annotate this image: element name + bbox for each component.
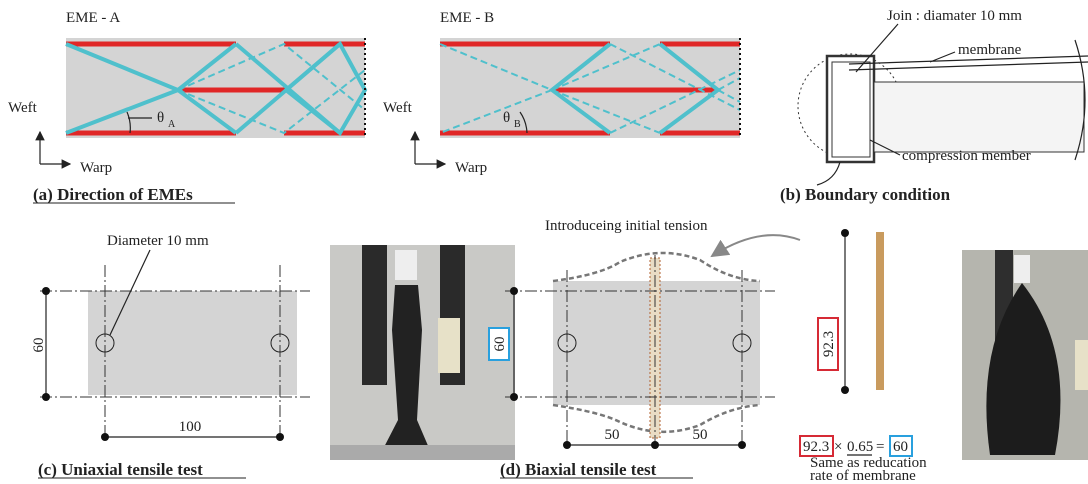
label: 60 — [893, 439, 908, 455]
label: 100 — [179, 419, 202, 435]
label: A — [168, 119, 176, 130]
label: Introduceing initial tension — [545, 218, 708, 234]
uniaxial-diagram-circle — [42, 393, 50, 401]
biaxial-photo-rect — [1075, 340, 1088, 390]
biaxial-diagram-rect — [876, 232, 884, 390]
label: (a) Direction of EMEs — [33, 185, 193, 204]
label: 0.65 — [847, 439, 873, 455]
label: Weft — [8, 100, 38, 116]
uniaxial-photo-rect — [330, 445, 515, 460]
eme-b-diagram: EME - B θ B Weft Warp — [383, 10, 740, 176]
label: θ — [503, 110, 510, 126]
uniaxial-photo-rect — [330, 245, 515, 460]
biaxial-diagram-circle — [841, 229, 849, 237]
label: 92.3 — [821, 331, 837, 357]
label: 50 — [605, 427, 620, 443]
label: compression member — [902, 148, 1031, 164]
label: Weft — [383, 100, 413, 116]
uniaxial-photo-rect — [362, 245, 387, 385]
biaxial-diagram-circle — [841, 386, 849, 394]
label: 92.3 — [803, 439, 829, 455]
label: (d) Biaxial tensile test — [500, 460, 657, 479]
label: rate of membrane — [810, 468, 916, 484]
uniaxial-photo — [330, 245, 515, 460]
label: (b) Boundary condition — [780, 185, 951, 204]
boundary-diagram: Join : diamater 10 mm membrane compressi… — [798, 8, 1088, 185]
uniaxial-diagram-circle — [276, 433, 284, 441]
label: 60 — [31, 338, 47, 353]
boundary-diagram-rect — [874, 82, 1084, 152]
label: Warp — [80, 160, 112, 176]
label: θ — [157, 110, 164, 126]
label: = — [876, 439, 884, 455]
biaxial-photo-rect — [1014, 255, 1030, 283]
uniaxial-diagram-rect — [88, 291, 297, 395]
eme-a-diagram: EME - A θ A Weft Warp — [8, 10, 365, 176]
label: 60 — [492, 337, 508, 352]
biaxial-diagram-circle — [651, 441, 659, 449]
boundary-diagram-line — [856, 24, 898, 72]
boundary-diagram-rect — [832, 62, 870, 157]
biaxial-diagram-circle — [563, 441, 571, 449]
biaxial-diagram: 60 50 50 Introduceing initial tension 92… — [489, 218, 927, 484]
label: 50 — [693, 427, 708, 443]
label: Diameter 10 mm — [107, 233, 209, 249]
label: Warp — [455, 160, 487, 176]
biaxial-photo — [962, 250, 1088, 460]
biaxial-diagram-path — [712, 235, 800, 256]
label: B — [514, 119, 521, 130]
uniaxial-photo-rect — [438, 318, 460, 373]
biaxial-diagram-circle — [738, 441, 746, 449]
label: (c) Uniaxial tensile test — [38, 460, 203, 479]
uniaxial-diagram: 60 100 Diameter 10 mm — [31, 233, 310, 441]
uniaxial-diagram-circle — [101, 433, 109, 441]
uniaxial-diagram-circle — [42, 287, 50, 295]
uniaxial-photo-rect — [395, 250, 417, 280]
label: Join : diamater 10 mm — [887, 8, 1022, 24]
figure: EME - A θ A Weft Warp EME - B θ B Weft W… — [0, 0, 1088, 484]
biaxial-diagram-circle — [510, 393, 518, 401]
label: membrane — [958, 42, 1022, 58]
biaxial-diagram-circle — [510, 287, 518, 295]
boundary-diagram-path — [817, 162, 840, 185]
label: × — [834, 439, 842, 455]
label: EME - B — [440, 10, 494, 26]
label: EME - A — [66, 10, 120, 26]
